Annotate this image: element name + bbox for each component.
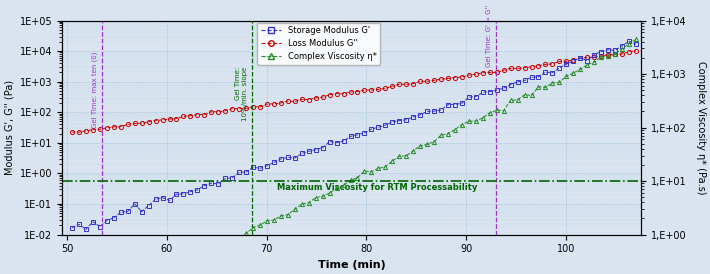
- Storage Modulus G': [625, 40, 633, 43]
- Line: Storage Modulus G': Storage Modulus G': [70, 39, 638, 232]
- Y-axis label: Modulus G', G'' (Pa): Modulus G', G'' (Pa): [4, 80, 14, 175]
- Loss Modulus G'': [632, 49, 640, 52]
- X-axis label: Time (min): Time (min): [317, 260, 386, 270]
- Complex Viscosity η*: [632, 38, 640, 41]
- Text: Maximum Viscosity for RTM Processability: Maximum Viscosity for RTM Processability: [277, 183, 477, 192]
- Loss Modulus G'': [235, 107, 244, 110]
- Complex Viscosity η*: [506, 99, 515, 102]
- Loss Modulus G'': [339, 92, 348, 95]
- Complex Viscosity η*: [228, 241, 236, 244]
- Loss Modulus G'': [67, 130, 76, 134]
- Storage Modulus G': [228, 176, 236, 179]
- Loss Modulus G'': [228, 107, 236, 110]
- Storage Modulus G': [67, 226, 76, 229]
- Text: Gel Time: G' = G'': Gel Time: G' = G'': [486, 5, 492, 67]
- Loss Modulus G'': [513, 67, 522, 70]
- Complex Viscosity η*: [332, 187, 341, 190]
- Storage Modulus G': [632, 43, 640, 46]
- Storage Modulus G': [235, 171, 244, 174]
- Text: Gel Time:
10%/min. slope: Gel Time: 10%/min. slope: [235, 67, 248, 121]
- Complex Viscosity η*: [200, 250, 209, 253]
- Line: Loss Modulus G'': Loss Modulus G'': [70, 48, 638, 134]
- Complex Viscosity η*: [221, 239, 229, 242]
- Storage Modulus G': [207, 182, 216, 185]
- Loss Modulus G'': [75, 130, 83, 134]
- Storage Modulus G': [513, 80, 522, 84]
- Loss Modulus G'': [207, 110, 216, 113]
- Complex Viscosity η*: [520, 93, 529, 96]
- Text: Gel Time: max ten (δ): Gel Time: max ten (δ): [92, 52, 98, 128]
- Storage Modulus G': [528, 76, 536, 79]
- Y-axis label: Complex Viscosity η* (Pa.s): Complex Viscosity η* (Pa.s): [696, 61, 706, 194]
- Loss Modulus G'': [528, 65, 536, 68]
- Storage Modulus G': [82, 228, 90, 231]
- Storage Modulus G': [339, 139, 348, 143]
- Legend: Storage Modulus G', Loss Modulus G'', Complex Viscosity η*: Storage Modulus G', Loss Modulus G'', Co…: [257, 22, 381, 65]
- Line: Complex Viscosity η*: Complex Viscosity η*: [70, 37, 638, 274]
